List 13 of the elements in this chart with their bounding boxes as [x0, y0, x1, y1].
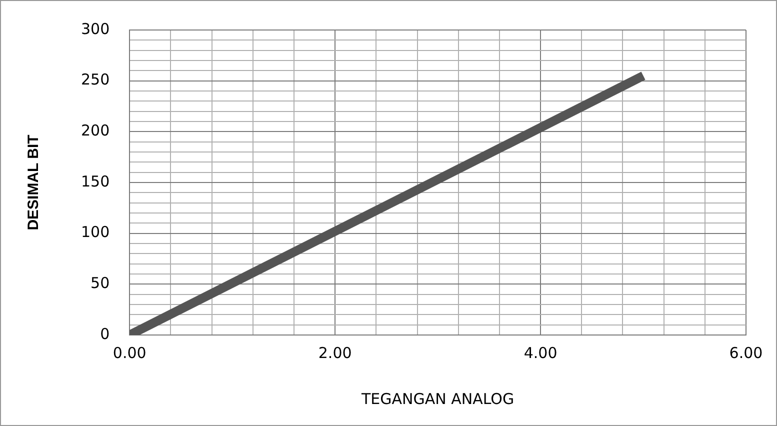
y-tick-label: 200 — [80, 122, 110, 140]
y-axis-title: DESIMAL BIT — [25, 134, 42, 230]
y-tick-label: 150 — [80, 172, 110, 190]
x-tick-label: 0.00 — [112, 344, 146, 362]
x-tick-label: 4.00 — [524, 344, 558, 362]
y-tick-label: 100 — [80, 223, 110, 242]
y-tick-label: 300 — [80, 20, 110, 38]
y-tick-label: 250 — [80, 70, 110, 89]
y-tick-label: 50 — [90, 274, 110, 292]
x-axis-title: TEGANGAN ANALOG — [360, 390, 514, 408]
x-tick-label: 2.00 — [318, 344, 352, 362]
y-tick-label: 0 — [100, 324, 110, 343]
x-tick-label: 6.00 — [729, 344, 763, 362]
